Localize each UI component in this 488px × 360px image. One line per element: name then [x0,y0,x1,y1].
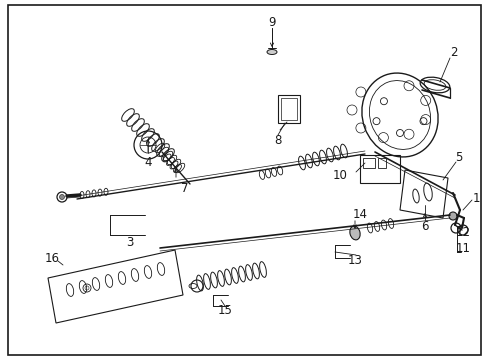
Text: 4: 4 [144,156,151,168]
Bar [281,98,296,120]
Text: 9: 9 [268,15,275,28]
Circle shape [448,212,456,220]
Text: 16: 16 [44,252,60,265]
Text: 10: 10 [332,168,347,181]
Bar [377,158,385,168]
Text: 12: 12 [454,225,469,239]
Text: 7: 7 [181,181,188,194]
Text: 14: 14 [352,207,367,220]
Ellipse shape [349,226,360,240]
Text: 2: 2 [449,45,457,59]
Text: 13: 13 [347,253,362,266]
Text: 6: 6 [420,220,428,233]
Circle shape [60,194,64,199]
Bar [362,158,374,168]
Text: 15: 15 [217,303,232,316]
Text: 8: 8 [274,134,281,147]
Text: 3: 3 [126,235,133,248]
Text: 5: 5 [454,150,462,163]
Ellipse shape [266,50,276,54]
Bar [278,95,299,123]
Bar [359,155,399,183]
Text: 1: 1 [471,192,479,204]
Text: 11: 11 [454,242,469,255]
